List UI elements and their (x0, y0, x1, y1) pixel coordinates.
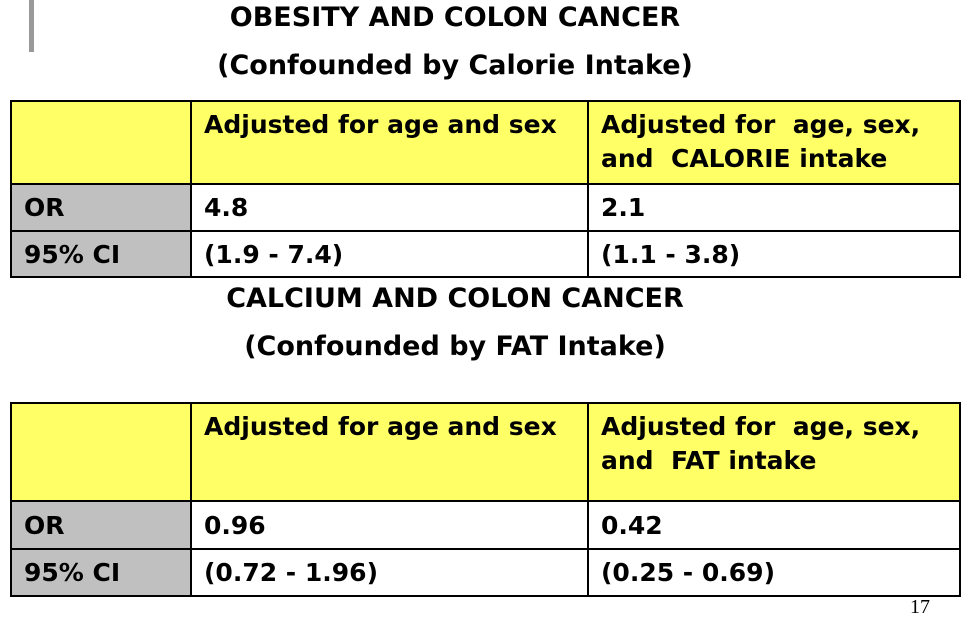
header-cell (10, 402, 192, 502)
row-label: 95% CI (10, 230, 192, 278)
header-row: Adjusted for age and sex Adjusted for age… (10, 402, 961, 502)
data-cell: 0.42 (587, 500, 961, 550)
page-number: 17 (910, 596, 930, 618)
data-cell: (1.1 - 3.8) (587, 230, 961, 278)
data-row: OR 4.8 2.1 (10, 183, 961, 232)
header-line: and CALORIE intake (601, 144, 888, 173)
header-cell (10, 100, 192, 185)
accent-bar (29, 0, 34, 52)
header-cell: Adjusted for age, sex, and CALORIE intake (587, 100, 961, 185)
row-label: 95% CI (10, 548, 192, 597)
data-cell: 0.96 (190, 500, 589, 550)
header-line: Adjusted for age, sex, (601, 110, 921, 139)
row-label: OR (10, 183, 192, 232)
data-table: Adjusted for age and sex Adjusted for age… (10, 402, 961, 597)
section-title: OBESITY AND COLON CANCER (229, 2, 681, 33)
header-cell: Adjusted for age and sex (190, 402, 589, 502)
header-line: and FAT intake (601, 446, 817, 475)
header-row: Adjusted for age and sex Adjusted for age… (10, 100, 961, 185)
data-row: OR 0.96 0.42 (10, 500, 961, 550)
section-title: CALCIUM AND COLON CANCER (226, 283, 684, 314)
row-label: OR (10, 500, 192, 550)
section-subtitle: (Confounded by FAT Intake) (244, 331, 666, 362)
data-cell: (0.25 - 0.69) (587, 548, 961, 597)
data-table: Adjusted for age and sex Adjusted for age… (10, 100, 961, 278)
header-line: Adjusted for age and sex (204, 412, 557, 441)
section-subtitle: (Confounded by Calorie Intake) (217, 50, 693, 81)
header-line: Adjusted for age, sex, (601, 412, 921, 441)
header-line: Adjusted for age and sex (204, 110, 557, 139)
data-cell: (0.72 - 1.96) (190, 548, 589, 597)
data-row: 95% CI (0.72 - 1.96) (0.25 - 0.69) (10, 548, 961, 597)
header-cell: Adjusted for age and sex (190, 100, 589, 185)
data-cell: 2.1 (587, 183, 961, 232)
header-cell: Adjusted for age, sex, and FAT intake (587, 402, 961, 502)
data-cell: 4.8 (190, 183, 589, 232)
data-row: 95% CI (1.9 - 7.4) (1.1 - 3.8) (10, 230, 961, 278)
data-cell: (1.9 - 7.4) (190, 230, 589, 278)
